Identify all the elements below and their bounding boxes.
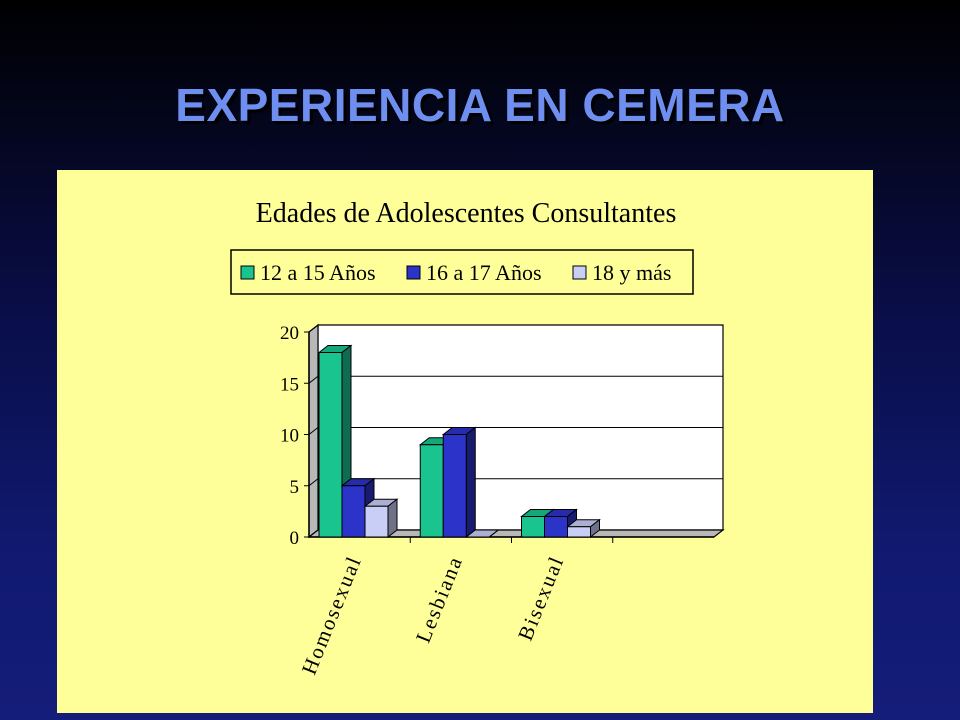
x-category-label-homosexual: Homosexual: [297, 552, 367, 678]
y-tick-label-0: 0: [290, 528, 300, 549]
legend-swatch-2: [406, 265, 421, 280]
bar-bisexual-3: [566, 518, 601, 539]
slide-title: EXPERIENCIA EN CEMERA: [175, 79, 785, 131]
legend-swatch-3: [572, 265, 587, 280]
bar-front: [318, 352, 343, 538]
bar-front: [419, 444, 444, 538]
legend-frame: [230, 249, 694, 295]
bar-lesbiana-3: [464, 529, 500, 538]
bar-front: [544, 516, 568, 538]
gridline-side-10: [308, 427, 319, 435]
y-tick-label-20: 20: [280, 323, 299, 344]
x-category-label-bisexual: Bisexual: [513, 552, 569, 644]
bar-front: [521, 516, 545, 538]
legend-label-2: 16 a 17 Años: [426, 260, 542, 285]
x-category-label-lesbiana: Lesbiana: [411, 552, 468, 646]
gridline-side-5: [308, 478, 319, 487]
bar-front: [341, 485, 366, 538]
y-tick-label-10: 10: [280, 426, 299, 447]
legend-label-1: 12 a 15 Años: [260, 260, 376, 285]
bar-side: [488, 529, 499, 538]
bar-homosexual-3: [363, 498, 399, 539]
bar-chart: Edades de Adolescentes Consultantes 12 a…: [230, 198, 725, 678]
legend-label-3: 18 y más: [592, 260, 671, 285]
chart-title: Edades de Adolescentes Consultantes: [256, 198, 677, 229]
y-tick-label-15: 15: [280, 374, 299, 395]
chart-legend: 12 a 15 Años 16 a 17 Años 18 y más: [230, 249, 694, 295]
bar-front: [567, 526, 591, 538]
gridline-side-20: [308, 324, 319, 333]
gridline-side-15: [308, 375, 319, 384]
chart-panel: Edades de Adolescentes Consultantes 12 a…: [57, 170, 873, 713]
bar-side: [387, 498, 398, 539]
legend-swatch-1: [240, 265, 255, 280]
bar-side: [465, 426, 476, 539]
bar-lesbiana-2: [441, 426, 477, 539]
bar-front: [364, 505, 389, 538]
y-tick-label-5: 5: [290, 477, 300, 498]
plot-area: 0 5 10 15 20 Homosexual Lesbiana Bisexual: [280, 323, 725, 678]
bar-front: [442, 434, 467, 538]
